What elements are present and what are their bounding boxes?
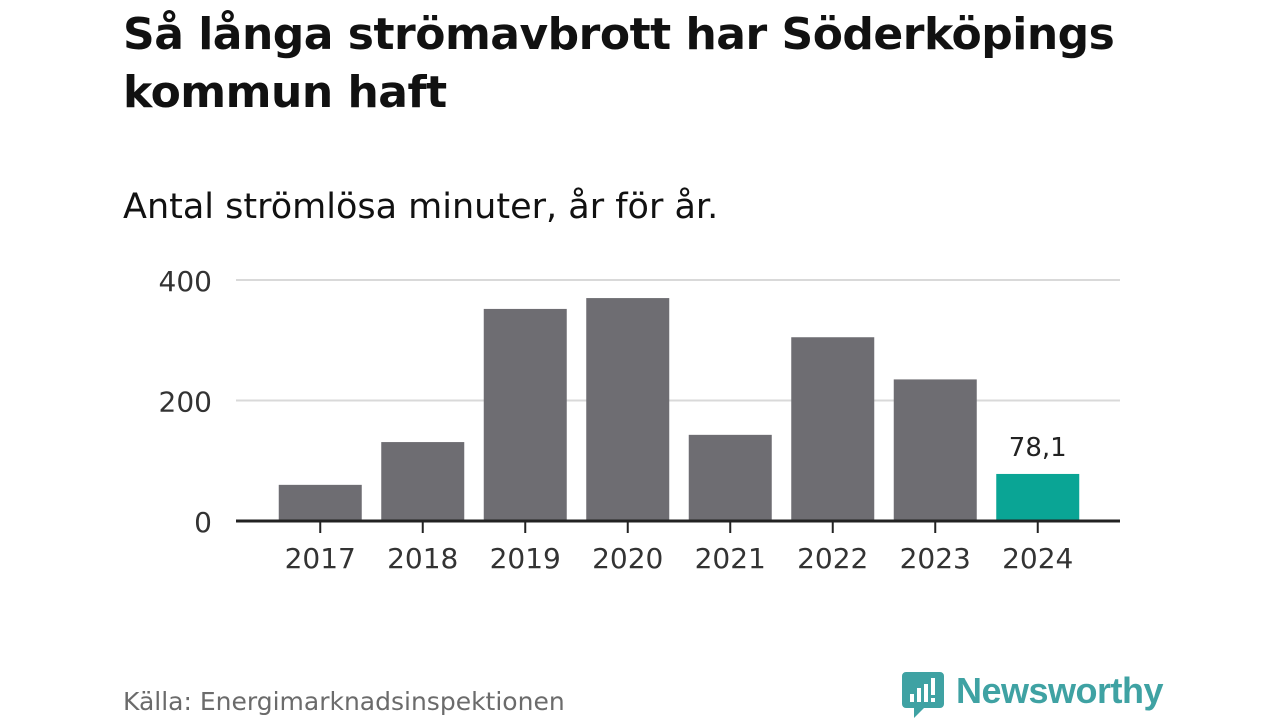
bar (996, 473, 1080, 521)
chart-subtitle: Antal strömlösa minuter, år för år. (123, 187, 719, 227)
bar (278, 484, 362, 521)
chart-title: Så långa strömavbrott har Söderköpings k… (123, 9, 1115, 118)
x-tick-label: 2019 (490, 542, 561, 575)
brand: Newsworthy (902, 670, 1164, 720)
bar (688, 434, 772, 521)
bar (586, 298, 670, 521)
x-tick-label: 2023 (900, 542, 971, 575)
y-tick-label: 200 (159, 386, 212, 419)
data-label: 78,1 (1009, 433, 1067, 463)
source-note: Källa: Energimarknadsinspektionen (123, 687, 565, 716)
bar (893, 379, 977, 521)
brand-name: Newsworthy (956, 670, 1164, 711)
x-tick-label: 2024 (1002, 542, 1073, 575)
bar (483, 308, 567, 521)
newsworthy-logo-icon (902, 672, 944, 718)
x-tick-label: 2018 (387, 542, 458, 575)
x-tick-label: 2021 (695, 542, 766, 575)
x-tick-label: 2020 (592, 542, 663, 575)
y-tick-label: 400 (159, 265, 212, 298)
x-tick-label: 2022 (797, 542, 868, 575)
y-tick-label: 0 (194, 506, 212, 539)
bar (381, 442, 465, 521)
bar (791, 337, 875, 521)
x-tick-label: 2017 (285, 542, 356, 575)
